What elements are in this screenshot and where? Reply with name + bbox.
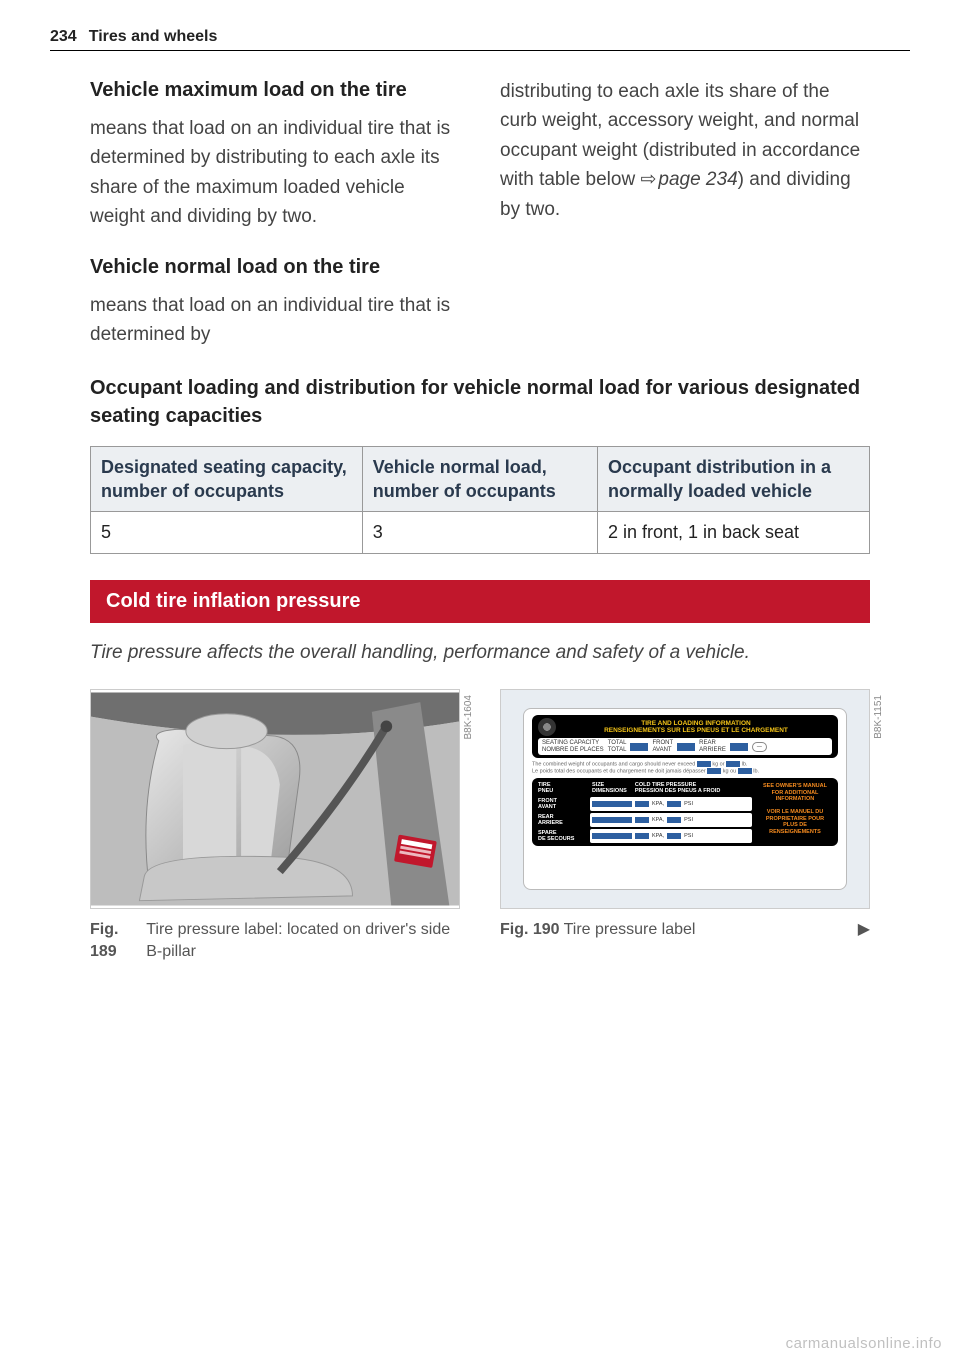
figure-189: B8K-1604 [90, 689, 460, 962]
term-max-load: Vehicle maximum load on the tire [90, 77, 460, 104]
col-header-distribution: Occupant distribution in a normally load… [597, 446, 869, 512]
body-max-load: means that load on an individual tire th… [90, 114, 460, 232]
figure-row: B8K-1604 [90, 689, 870, 962]
orange-note-en: SEE OWNER'S MANUAL FOR ADDITIONAL INFORM… [756, 781, 834, 805]
figure-190-caption-bold: Fig. 190 [500, 919, 560, 941]
body-normal-load-part2: distributing to each axle its share of t… [500, 77, 870, 224]
value-block-icon [635, 817, 649, 823]
xref-arrow-icon [640, 169, 658, 190]
term-normal-load: Vehicle normal load on the tire [90, 254, 460, 281]
value-block-icon [697, 761, 711, 767]
right-column: distributing to each axle its share of t… [500, 77, 870, 350]
value-block-icon [592, 801, 632, 807]
row-front-fr: AVANT [538, 804, 556, 810]
hdr-tire-fr: PNEU [538, 788, 553, 794]
value-block-icon [592, 817, 632, 823]
row-spare-fr: DE SECOURS [538, 836, 574, 842]
figure-189-code: B8K-1604 [463, 695, 474, 739]
kpa: KPA, [652, 801, 664, 807]
figure-190-image: TIRE AND LOADING INFORMATION RENSEIGNEME… [500, 689, 870, 909]
table-row: 5 3 2 in front, 1 in back seat [91, 512, 870, 553]
xref-page: page 234 [658, 169, 737, 190]
col-header-normal-load: Vehicle normal load, number of occupants [362, 446, 597, 512]
orange-note-fr: VOIR LE MANUEL DU PROPRIETAIRE POUR PLUS… [756, 807, 834, 837]
label-title-en: TIRE AND LOADING INFORMATION [560, 720, 832, 727]
watermark: carmanualsonline.info [786, 1335, 942, 1352]
body-normal-load-part1: means that load on an individual tire th… [90, 291, 460, 350]
total-label: TOTAL [608, 740, 627, 747]
cell-designated: 5 [91, 512, 363, 553]
value-block-icon [667, 801, 681, 807]
row-rear-fr: ARRIERE [538, 820, 563, 826]
figure-189-caption-text: Tire pressure label: located on driver's… [146, 919, 460, 962]
figure-190-caption: Fig. 190 Tire pressure label ▶ [500, 919, 870, 941]
section-subtitle: Tire pressure affects the overall handli… [90, 639, 870, 668]
psi: PSI [684, 801, 693, 807]
tire-icon [538, 718, 556, 736]
hdr-press-fr: PRESSION DES PNEUS A FROID [635, 788, 720, 794]
value-block-icon [667, 817, 681, 823]
psi: PSI [684, 833, 693, 839]
value-block-icon [592, 833, 632, 839]
page-header: 234 Tires and wheels [50, 28, 910, 51]
figure-189-caption-bold: Fig. 189 [90, 919, 142, 962]
psi: PSI [684, 817, 693, 823]
front-fr: AVANT [652, 747, 673, 754]
section-title-occupant-loading: Occupant loading and distribution for ve… [90, 374, 870, 430]
seating-fr: NOMBRE DE PLACES [542, 747, 604, 754]
hdr-size-fr: DIMENSIONS [592, 788, 627, 794]
section-bar-cold-tire: Cold tire inflation pressure [90, 580, 870, 623]
rear-fr: ARRIERE [699, 747, 726, 754]
mid-text-en: The combined weight of occupants and car… [532, 762, 695, 768]
left-column: Vehicle maximum load on the tire means t… [90, 77, 460, 350]
oval-icon: — [752, 742, 767, 752]
continue-arrow-icon: ▶ [858, 919, 870, 941]
mid-text-fr: Le poids total des occupants et du charg… [532, 769, 706, 775]
seating-en: SEATING CAPACITY [542, 740, 604, 747]
value-block-icon [635, 833, 649, 839]
value-block-icon [667, 833, 681, 839]
car-interior-icon [91, 690, 459, 908]
kpa: KPA, [652, 817, 664, 823]
col-header-designated: Designated seating capacity, number of o… [91, 446, 363, 512]
figure-189-caption: Fig. 189 Tire pressure label: located on… [90, 919, 460, 962]
front-en: FRONT [652, 740, 673, 747]
value-block-icon [630, 743, 648, 751]
figure-190-code: B8K-1151 [873, 695, 884, 739]
kg-label: kg or [712, 762, 724, 768]
page-number: 234 [50, 28, 77, 46]
total-label2: TOTAL [608, 747, 627, 754]
header-title: Tires and wheels [89, 28, 218, 46]
tire-label-graphic: TIRE AND LOADING INFORMATION RENSEIGNEME… [501, 690, 869, 908]
kpa: KPA, [652, 833, 664, 839]
value-block-icon [726, 761, 740, 767]
occupant-loading-table: Designated seating capacity, number of o… [90, 446, 870, 554]
figure-190: B8K-1151 TIRE AND LOADING INFORMATION RE… [500, 689, 870, 962]
rear-en: REAR [699, 740, 726, 747]
value-block-icon [738, 768, 752, 774]
value-block-icon [730, 743, 748, 751]
value-block-icon [677, 743, 695, 751]
value-block-icon [707, 768, 721, 774]
value-block-icon [635, 801, 649, 807]
definitions-columns: Vehicle maximum load on the tire means t… [90, 77, 870, 350]
cell-normal-load: 3 [362, 512, 597, 553]
table-header-row: Designated seating capacity, number of o… [91, 446, 870, 512]
figure-190-caption-text: Tire pressure label [564, 919, 696, 941]
lb-label: lb. [742, 762, 748, 768]
label-title-fr: RENSEIGNEMENTS SUR LES PNEUS ET LE CHARG… [560, 727, 832, 734]
figure-189-image [90, 689, 460, 909]
cell-distribution: 2 in front, 1 in back seat [597, 512, 869, 553]
